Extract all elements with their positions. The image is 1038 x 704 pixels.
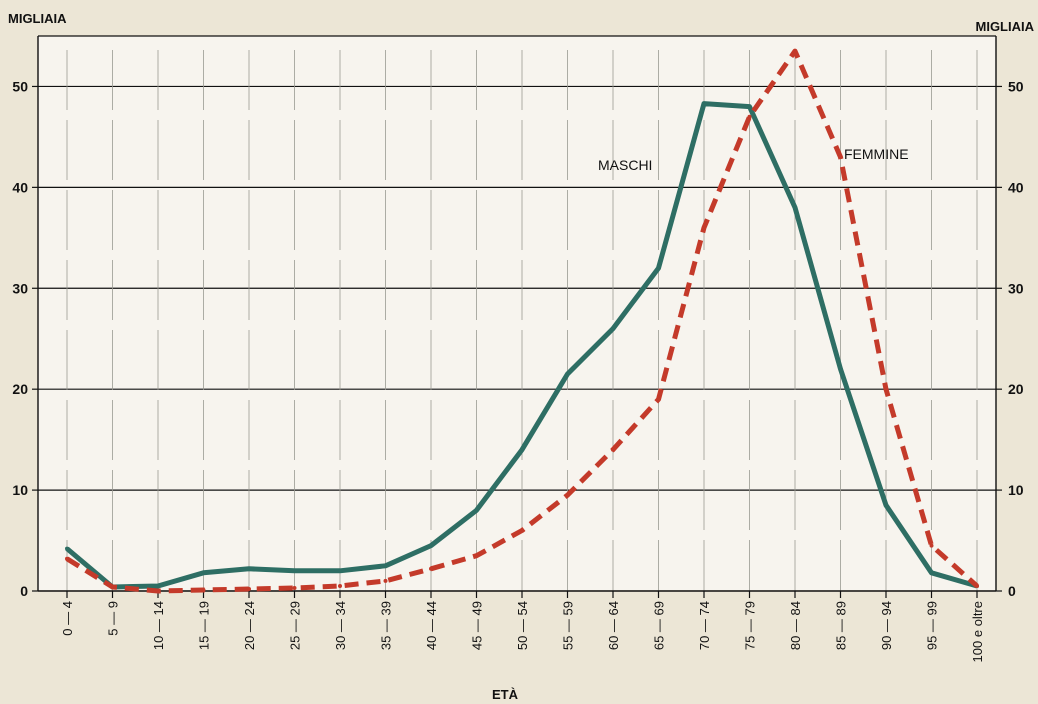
data-point-femmine xyxy=(110,584,115,589)
data-point-femmine xyxy=(338,583,342,588)
x-tick-label: 95 — 99 xyxy=(925,601,940,650)
data-point-femmine xyxy=(793,49,797,54)
x-tick-label: 20 — 24 xyxy=(242,601,257,650)
data-point-maschi xyxy=(247,566,251,571)
plot-background xyxy=(38,36,996,590)
data-point-femmine xyxy=(565,493,570,498)
data-point-maschi xyxy=(383,563,388,568)
data-point-maschi xyxy=(747,104,752,109)
x-tick-label: 45 — 49 xyxy=(470,601,485,650)
y-axis-right-label: MIGLIAIA xyxy=(976,19,1035,34)
data-point-femmine xyxy=(201,587,206,592)
y-tick-label-right: 50 xyxy=(1008,78,1024,94)
x-tick-label: 90 — 94 xyxy=(879,601,894,650)
data-point-maschi xyxy=(611,326,615,331)
y-tick-label-right: 30 xyxy=(1008,280,1024,296)
labels: 0 0 10 10 20 20 30 30 40 40 50 50 0 — 4 5 — 9 10 — 14 1… xyxy=(12,78,1023,662)
data-point-maschi xyxy=(656,266,661,271)
data-point-maschi xyxy=(838,367,843,371)
y-tick-label-left: 0 xyxy=(20,583,28,599)
x-tick-label: 55 — 59 xyxy=(561,601,576,650)
x-tick-label: 30 — 34 xyxy=(333,601,348,650)
x-tick-label: 85 — 89 xyxy=(834,601,849,650)
x-tick-label: 35 — 39 xyxy=(379,601,394,650)
y-tick-label-left: 10 xyxy=(12,482,28,498)
data-point-maschi xyxy=(156,583,160,588)
data-point-maschi xyxy=(338,568,342,573)
y-tick-label-left: 40 xyxy=(12,179,28,195)
data-point-maschi xyxy=(520,447,524,452)
y-tick-label-right: 10 xyxy=(1008,482,1024,498)
data-point-maschi xyxy=(292,568,297,573)
data-point-maschi xyxy=(884,503,888,508)
legend-maschi: MASCHI xyxy=(598,157,652,173)
y-tick-label-right: 0 xyxy=(1008,583,1016,599)
data-point-femmine xyxy=(247,586,251,591)
data-point-maschi xyxy=(702,101,706,106)
data-point-femmine xyxy=(656,397,661,402)
series-lines xyxy=(65,48,979,594)
data-point-femmine xyxy=(975,583,979,588)
legend-femmine: FEMMINE xyxy=(844,146,909,162)
data-point-femmine xyxy=(520,528,524,533)
data-point-maschi xyxy=(429,543,433,548)
data-point-femmine xyxy=(383,578,388,583)
data-point-maschi xyxy=(201,570,206,575)
x-tick-label: 25 — 29 xyxy=(288,601,303,650)
x-tick-label: 60 — 64 xyxy=(606,601,621,650)
x-axis-label: ETÀ xyxy=(492,687,519,702)
x-tick-label: 5 — 9 xyxy=(106,601,121,636)
data-point-femmine xyxy=(474,553,479,558)
y-tick-label-left: 20 xyxy=(12,381,28,397)
y-tick-label-left: 30 xyxy=(12,280,28,296)
x-tick-label: 0 — 4 xyxy=(60,601,75,636)
data-point-femmine xyxy=(292,585,297,590)
x-tick-label: 10 — 14 xyxy=(151,601,166,650)
data-point-femmine xyxy=(838,155,843,160)
data-point-femmine xyxy=(65,556,69,561)
data-point-maschi xyxy=(65,546,69,551)
x-tick-label: 40 — 44 xyxy=(424,601,439,650)
data-point-femmine xyxy=(611,447,615,452)
y-tick-label-right: 40 xyxy=(1008,179,1024,195)
data-point-femmine xyxy=(156,589,160,593)
data-point-femmine xyxy=(884,387,888,392)
x-tick-label: 70 — 74 xyxy=(697,601,712,650)
data-point-maschi xyxy=(474,508,479,513)
data-point-maschi xyxy=(565,372,570,377)
y-tick-label-right: 20 xyxy=(1008,381,1024,397)
x-tick-label: 15 — 19 xyxy=(197,601,212,650)
y-tick-label-left: 50 xyxy=(12,78,28,94)
x-tick-label: 50 — 54 xyxy=(515,601,530,650)
x-tick-label: 65 — 69 xyxy=(652,601,667,650)
data-point-femmine xyxy=(702,225,706,230)
data-point-maschi xyxy=(793,205,797,210)
x-tick-label: 80 — 84 xyxy=(788,601,803,650)
x-tick-label: 75 — 79 xyxy=(743,601,758,650)
data-point-femmine xyxy=(929,543,934,548)
data-point-maschi xyxy=(929,570,934,575)
y-axis-left-label: MIGLIAIA xyxy=(8,11,67,26)
x-tick-label: 100 e oltre xyxy=(970,601,985,662)
data-point-femmine xyxy=(429,566,433,571)
data-point-femmine xyxy=(747,114,752,119)
axes xyxy=(32,35,1002,598)
